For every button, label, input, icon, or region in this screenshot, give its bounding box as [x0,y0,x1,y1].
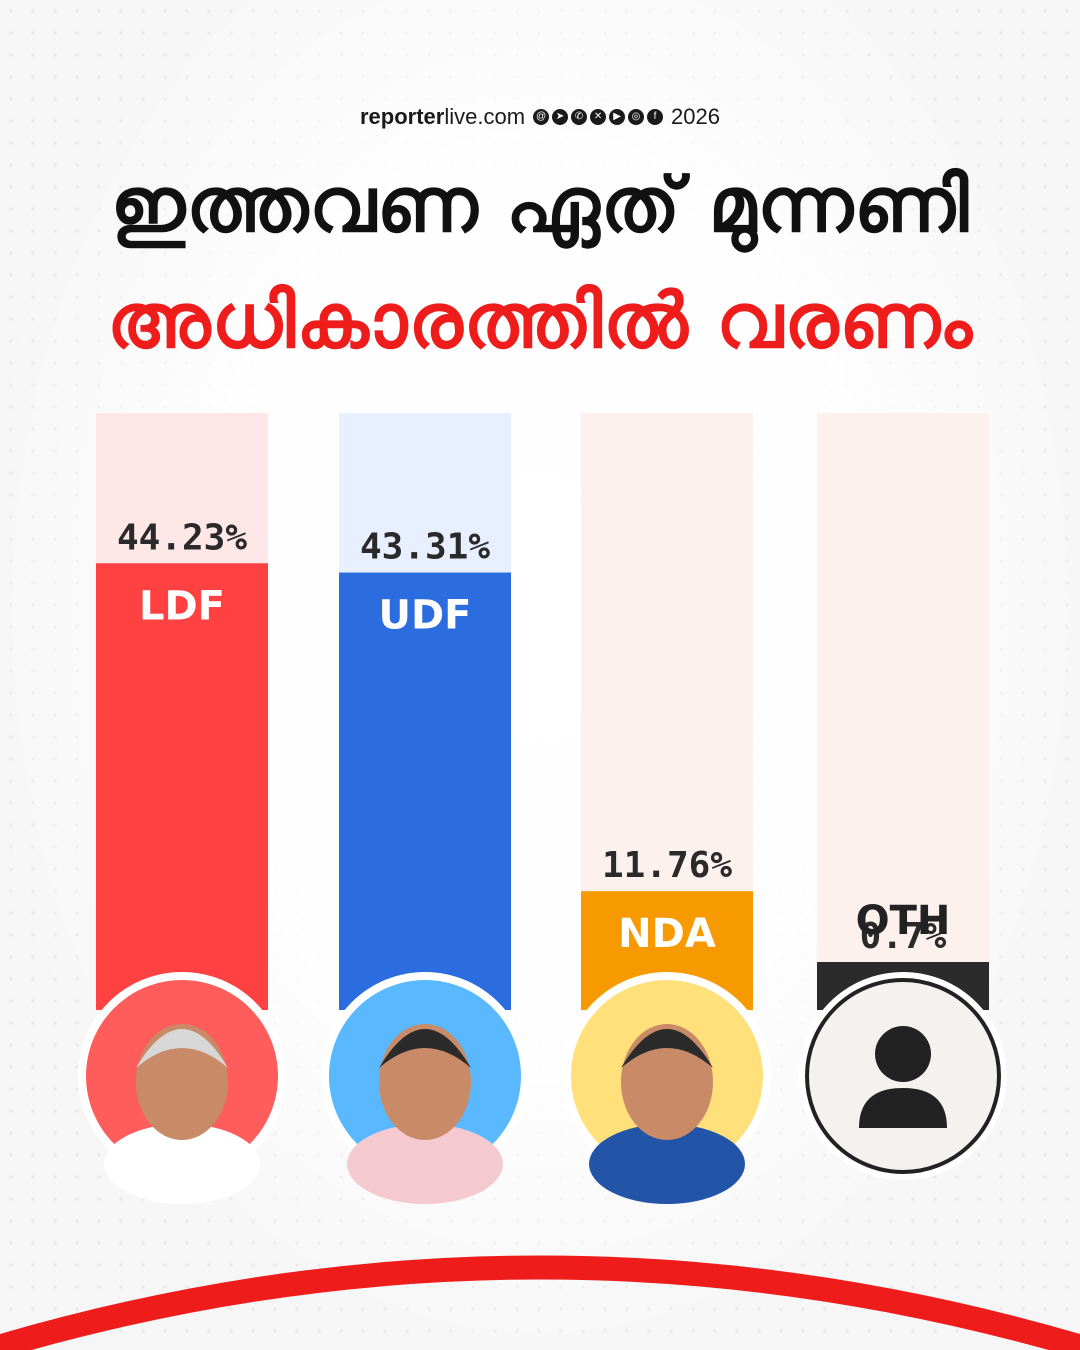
bar-udf[interactable] [339,572,511,1010]
social-icons: @ ➤ ✆ ✕ ▶ ◎ f [533,109,664,125]
portrait-hair-ldf [136,1029,228,1068]
youtube-icon[interactable]: ▶ [609,109,626,125]
person-placeholder-body [859,1088,947,1128]
facebook-icon[interactable]: f [647,109,664,125]
telegram-icon[interactable]: ➤ [552,109,569,125]
value-label-oth: 0.7% [860,916,947,957]
year-label: 2026 [671,104,720,129]
bar-ldf[interactable] [96,563,268,1010]
headline-line-1: ഇത്തവണ ഏത് മുന്നണി [110,160,970,249]
bar-track-oth [817,413,989,1010]
portrait-shoulders-nda [589,1124,745,1204]
category-label-udf: UDF [378,593,471,639]
value-label-nda: 11.76% [602,845,732,886]
whatsapp-icon[interactable]: ✆ [571,109,588,125]
category-label-oth: OTH [856,898,951,944]
category-label-nda: NDA [618,911,716,957]
value-label-udf: 43.31% [360,527,490,568]
instagram-icon[interactable]: ◎ [628,109,645,125]
headline-line-2: അധികാരത്തിൽ വരണം [106,276,974,365]
portrait-shoulders-ldf [104,1124,260,1204]
portrait-shoulders-udf [347,1124,503,1204]
x-icon[interactable]: ✕ [590,109,607,125]
value-label-ldf: 44.23% [117,517,247,558]
person-placeholder-icon [875,1026,931,1082]
decorative-red-arc [0,1255,1080,1350]
site-header: reporterlive.com @ ➤ ✆ ✕ ▶ ◎ f 2026 [0,104,1080,130]
category-label-ldf: LDF [139,583,225,629]
portrait-hair-udf [379,1029,471,1068]
portrait-hair-nda [621,1029,713,1068]
site-name[interactable]: reporterlive.com [360,104,526,129]
threads-icon[interactable]: @ [533,109,550,125]
